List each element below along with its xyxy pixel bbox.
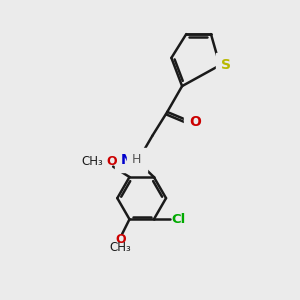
Text: Cl: Cl: [171, 213, 186, 226]
Text: O: O: [189, 116, 201, 129]
Text: O: O: [115, 233, 126, 246]
Text: H: H: [132, 153, 142, 166]
Text: N: N: [121, 153, 132, 167]
Text: O: O: [106, 155, 117, 168]
Text: S: S: [221, 58, 231, 72]
Text: CH₃: CH₃: [110, 241, 131, 254]
Text: CH₃: CH₃: [81, 155, 103, 168]
